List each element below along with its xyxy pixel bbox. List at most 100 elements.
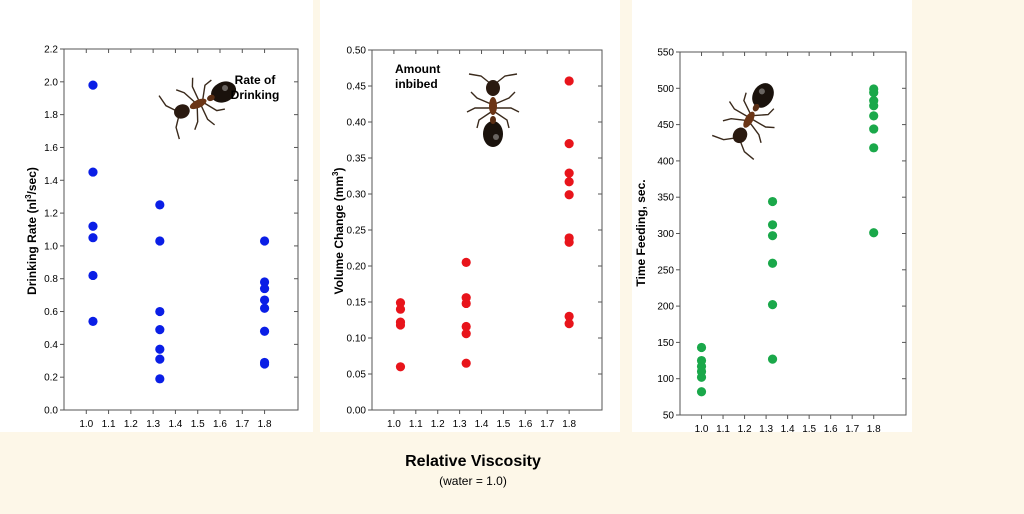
- y-tick-label: 300: [657, 229, 674, 240]
- data-point: [869, 88, 879, 98]
- x-tick-label: 1.8: [867, 424, 881, 435]
- ant-leg: [204, 102, 226, 112]
- data-point: [88, 80, 98, 90]
- ant-petiole: [752, 103, 760, 112]
- x-tick-label: 1.0: [695, 424, 709, 435]
- ant-abdomen: [211, 81, 237, 103]
- ant-head: [732, 127, 748, 144]
- chart-3: 50 100 150 200 250 300 350 400 450 500 550 1.0 1.1 1.…: [634, 48, 907, 435]
- data-point: [259, 277, 270, 287]
- ant-leg: [175, 89, 196, 104]
- y-tick-label: 150: [657, 338, 674, 349]
- ant-leg: [200, 104, 216, 126]
- ant-thorax: [489, 97, 497, 115]
- ant-leg: [711, 134, 737, 141]
- y-tick-label: 350: [657, 193, 674, 204]
- x-tick-label: 1.4: [781, 424, 795, 435]
- x-tick-label: 1.7: [235, 419, 249, 430]
- y-tick-label: 1.2: [44, 209, 58, 220]
- ant-leg: [739, 139, 755, 160]
- y-axis-label-text: Time Feeding, sec.: [634, 179, 648, 286]
- y-tick-label: 450: [657, 120, 674, 131]
- x-tick-label: 1.4: [475, 419, 489, 430]
- data-point: [564, 177, 574, 187]
- ant-leg: [495, 107, 520, 113]
- data-point: [259, 295, 270, 305]
- data-point: [696, 342, 707, 353]
- y-tick-label: 50: [663, 411, 675, 422]
- data-point: [395, 304, 406, 314]
- y-axis-label-superscript: 3: [24, 194, 33, 199]
- data-point: [155, 354, 165, 364]
- plot-frame: [371, 49, 603, 411]
- y-tick-label: 0.6: [44, 307, 58, 318]
- data-point: [259, 303, 270, 313]
- ant-abdomen: [752, 83, 774, 108]
- chart-annotation: Drinking: [231, 88, 280, 102]
- x-tick-label: 1.1: [409, 419, 423, 430]
- ant-leg: [194, 106, 199, 130]
- y-tick-label: 0.10: [347, 334, 367, 345]
- x-tick-label: 1.1: [102, 419, 116, 430]
- data-point: [395, 362, 406, 372]
- ant-highlight: [758, 88, 765, 95]
- data-point: [869, 124, 879, 134]
- y-axis-label: Volume Change (mm3): [331, 168, 346, 295]
- y-tick-label: 2.0: [44, 77, 58, 88]
- y-axis-label-suffix: ): [332, 168, 346, 172]
- x-tick-label: 1.7: [845, 424, 859, 435]
- plot-frame: [63, 48, 299, 411]
- x-tick-label: 1.6: [824, 424, 838, 435]
- ant-leg: [476, 111, 492, 129]
- x-tick-label: 1.2: [431, 419, 445, 430]
- data-point: [767, 258, 778, 268]
- y-tick-label: 0.25: [347, 226, 367, 237]
- y-tick-label: 550: [657, 48, 674, 59]
- chart-annotation: inbibed: [395, 77, 438, 91]
- data-point: [767, 231, 778, 241]
- chart-annotation: Rate of: [235, 73, 277, 87]
- y-tick-label: 1.0: [44, 241, 58, 252]
- data-point: [767, 196, 778, 207]
- ant-illustration: [711, 83, 775, 160]
- panel2-background: [320, 0, 620, 432]
- x-tick-label: 1.5: [802, 424, 816, 435]
- data-point: [461, 358, 471, 368]
- ant-leg: [466, 107, 491, 113]
- ant-leg: [494, 91, 516, 105]
- ant-abdomen: [483, 121, 503, 147]
- y-tick-label: 200: [657, 302, 674, 313]
- y-tick-label: 0.30: [347, 190, 367, 201]
- shared-x-axis-label: Relative Viscosity: [405, 453, 541, 470]
- x-tick-label: 1.3: [453, 419, 467, 430]
- y-tick-label: 0.0: [44, 406, 58, 417]
- y-tick-label: 1.8: [44, 110, 58, 121]
- y-tick-label: 0.20: [347, 262, 367, 273]
- y-tick-label: 0.8: [44, 274, 58, 285]
- data-point: [869, 101, 879, 111]
- data-point: [259, 283, 270, 294]
- y-axis-label-superscript: 3: [331, 171, 340, 176]
- data-point: [869, 143, 879, 153]
- ant-head: [174, 104, 190, 119]
- data-point: [767, 354, 778, 364]
- y-tick-label: 0.4: [44, 340, 58, 351]
- data-point: [155, 236, 165, 246]
- data-point: [869, 111, 879, 121]
- data-point: [767, 220, 778, 230]
- y-tick-label: 100: [657, 374, 674, 385]
- data-point: [155, 344, 165, 354]
- y-axis-label: Drinking Rate (nl3/sec): [24, 167, 39, 295]
- y-tick-label: 0.45: [347, 82, 367, 93]
- y-tick-label: 500: [657, 84, 674, 95]
- chart-1: 0.0 0.2 0.4 0.6 0.8 1.0 1.2 1.4 1.6 1.8 2.0 2.2 1.0 1…: [24, 45, 299, 430]
- x-tick-label: 1.8: [258, 419, 272, 430]
- data-point: [564, 139, 574, 149]
- ant-highlight: [222, 85, 229, 92]
- x-tick-label: 1.1: [716, 424, 730, 435]
- ant-leg: [202, 79, 212, 100]
- y-tick-label: 1.6: [44, 143, 58, 154]
- y-tick-label: 250: [657, 265, 674, 276]
- data-point: [259, 236, 270, 246]
- x-tick-label: 1.5: [496, 419, 510, 430]
